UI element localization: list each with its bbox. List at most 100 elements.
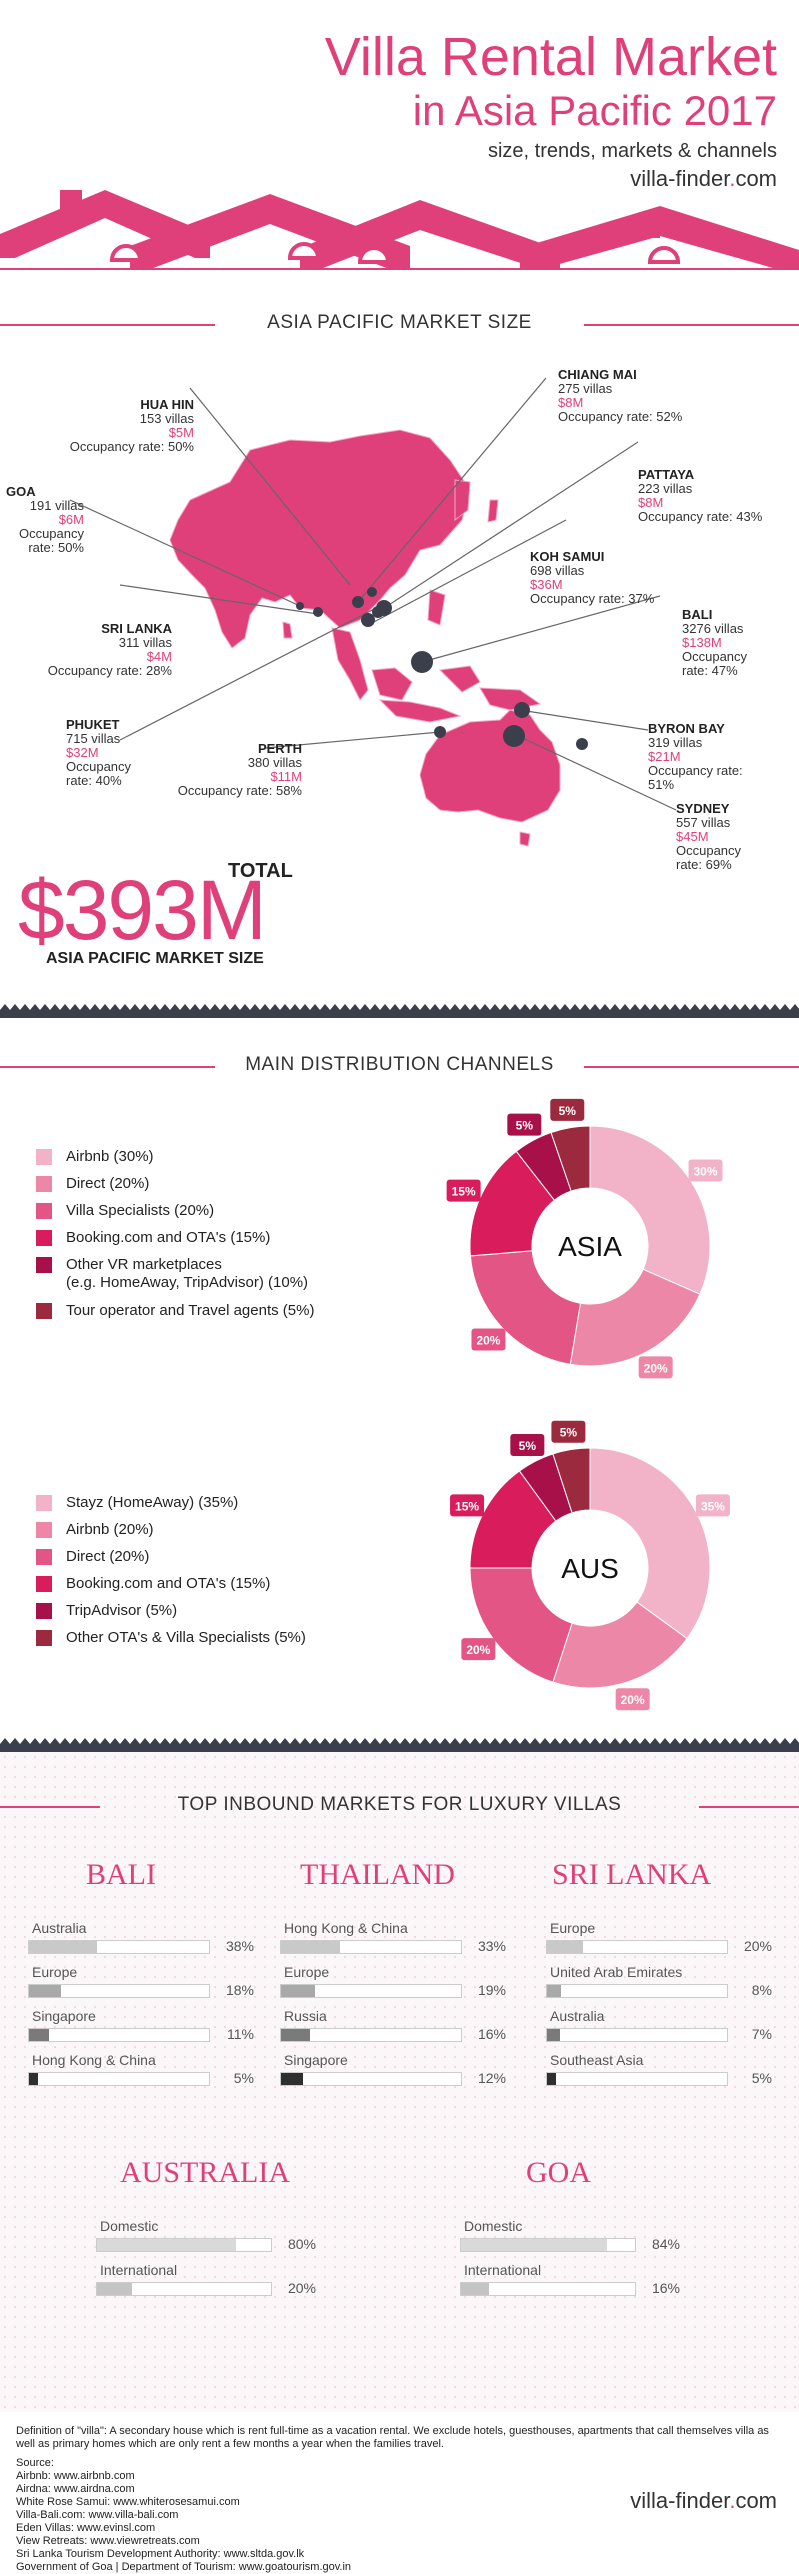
market-row-pct: 20% [743, 1938, 772, 1954]
market-row-label: Hong Kong & China [32, 2052, 156, 2068]
donut-asia: 30% 20% 20% 15% 5% 5% ASIA [446, 1098, 723, 1379]
legend-item: Tour operator and Travel agents (5%) [36, 1302, 314, 1320]
total-caption: ASIA PACIFIC MARKET SIZE [46, 950, 264, 967]
brand-name: villa-finder [630, 166, 730, 191]
map-dot-extra [576, 738, 588, 750]
legend-item: Airbnb (30%) [36, 1148, 154, 1166]
legend-label: Direct (20%) [66, 1175, 150, 1192]
donut-pct: 35% [701, 1499, 725, 1513]
donut-slice-label: 5% [510, 1434, 545, 1457]
label-kohsamui: KOH SAMUI 698 villas $36M Occupancy rate: 3… [530, 549, 655, 606]
map-dot-sydney [503, 725, 525, 747]
donut-pct: 5% [519, 1439, 537, 1453]
legend-swatch [36, 1230, 52, 1246]
map-dot-perth [434, 726, 446, 738]
section-markets-title: TOP INBOUND MARKETS FOR LUXURY VILLAS [177, 1794, 622, 1815]
footer-brand-logo[interactable]: villa-finder.com [630, 2488, 777, 2514]
market-bar [546, 1940, 728, 1954]
map-dot-srilanka [313, 607, 323, 617]
market-row-label: Europe [32, 1964, 78, 1980]
legend-item: Direct (20%) [36, 1548, 149, 1566]
market-row-pct: 20% [287, 2280, 316, 2296]
market-row-pct: 12% [477, 2070, 506, 2086]
map-dot-kohsamui [376, 600, 392, 616]
section-markets: TOP INBOUND MARKETS FOR LUXURY VILLAS [0, 1794, 799, 1816]
legend-swatch [36, 1549, 52, 1565]
donut-aus: 35% 20% 20% 15% 5% 5% AUS [450, 1420, 730, 1711]
legend-swatch [36, 1495, 52, 1511]
divider-zigzag-1 [0, 1004, 799, 1018]
donut-slice-label: 20% [638, 1356, 673, 1379]
legend-item: Booking.com and OTA's (15%) [36, 1229, 270, 1247]
donut-slice-label: 5% [507, 1113, 542, 1136]
market-bar-fill [97, 2239, 237, 2251]
donut-pct: 30% [694, 1165, 718, 1179]
market-bar [546, 2072, 728, 2086]
section-channels: MAIN DISTRIBUTION CHANNELS [0, 1054, 799, 1076]
donut-slice-label: 5% [551, 1420, 586, 1443]
market-bar [28, 2072, 210, 2086]
market-row-pct: 19% [477, 1982, 506, 1998]
market-row-label: Russia [284, 2008, 327, 2024]
footer-source-item: Sri Lanka Tourism Development Authority:… [16, 2548, 305, 2560]
market-title: AUSTRALIA [120, 2156, 290, 2189]
footer-source-item: Villa-Bali.com: www.villa-bali.com [16, 2509, 179, 2521]
map-dot-phuket [367, 587, 377, 597]
market-row-label: International [100, 2262, 178, 2278]
footer-definition: Definition of "villa": A secondary house… [16, 2425, 769, 2450]
market-title: GOA [526, 2156, 591, 2189]
market-bar-fill [461, 2283, 489, 2295]
legend-label: Stayz (HomeAway) (35%) [66, 1494, 239, 1511]
legend-label: Tour operator and Travel agents (5%) [66, 1302, 315, 1319]
footer-brand-dot: . [729, 2488, 736, 2513]
market-row-pct: 38% [225, 1938, 254, 1954]
brand-logo[interactable]: villa-finder.com [0, 166, 777, 192]
donut-pct: 20% [476, 1333, 500, 1347]
market-row-pct: 7% [751, 2026, 772, 2042]
donut-slice-label: 20% [471, 1328, 506, 1351]
market-bar-fill [29, 2073, 38, 2085]
market-bar [280, 2072, 462, 2086]
market-row-label: Southeast Asia [550, 2052, 644, 2068]
market-bar-fill [281, 2029, 310, 2041]
market-bar [546, 2028, 728, 2042]
market-title: SRI LANKA [552, 1858, 712, 1891]
market-row-pct: 33% [477, 1938, 506, 1954]
footer-source-item: View Retreats: www.viewretreats.com [16, 2535, 200, 2547]
market-row-label: Australia [32, 1920, 87, 1936]
legend-item: TripAdvisor (5%) [36, 1602, 177, 1620]
market-bar [96, 2282, 272, 2296]
market-row-label: Hong Kong & China [284, 1920, 408, 1936]
market-row-label: Singapore [32, 2008, 96, 2024]
donut-pct: 20% [621, 1693, 645, 1707]
donut-slice [552, 1447, 591, 1514]
market-bar-fill [281, 2073, 303, 2085]
total-word: TOTAL [228, 860, 293, 882]
donut-slice [469, 1250, 582, 1365]
divider-zigzag-2 [0, 1738, 799, 1752]
donut-slice-label: 30% [688, 1159, 723, 1182]
market-bar [28, 2028, 210, 2042]
market-row-label: Europe [284, 1964, 330, 1980]
donut-center-label: ASIA [558, 1231, 622, 1262]
section-market-size: ASIA PACIFIC MARKET SIZE [0, 312, 799, 334]
page-subtitle: size, trends, markets & channels [487, 140, 777, 162]
market-bar-fill [29, 1941, 98, 1953]
legend-item: Booking.com and OTA's (15%) [36, 1575, 270, 1593]
market-row-pct: 80% [287, 2236, 316, 2252]
legend-item: Villa Specialists (20%) [36, 1202, 214, 1220]
market-bar-fill [281, 1985, 316, 1997]
legend-swatch [36, 1630, 52, 1646]
market-bar-fill [97, 2283, 132, 2295]
footer-sources: Airbnb: www.airbnb.com Airdna: www.airdna… [16, 2470, 776, 2574]
total-value: $393M [18, 863, 267, 957]
market-row-pct: 16% [477, 2026, 506, 2042]
market-bar [460, 2282, 636, 2296]
label-perth: PERTH 380 villas $11M Occupancy rate: 58% [177, 741, 302, 798]
label-chiangmai: CHIANG MAI 275 villas $8M Occupancy rate: 5… [558, 367, 683, 424]
legend-item: Other VR marketplaces (e.g. HomeAway, Tri… [36, 1256, 308, 1292]
market-row-pct: 11% [227, 2026, 254, 2042]
market-row-pct: 5% [751, 2070, 772, 2086]
donut-slice [469, 1567, 573, 1683]
legend-label: Booking.com and OTA's (15%) [66, 1229, 271, 1246]
